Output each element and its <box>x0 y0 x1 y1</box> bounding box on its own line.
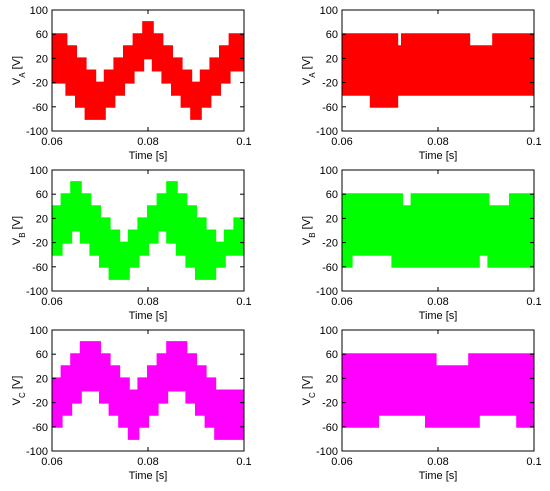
y-tick-label: 100 <box>320 5 338 17</box>
y-tick-label: -20 <box>32 78 48 90</box>
y-tick-label: -100 <box>316 126 338 138</box>
y-tick-label: -20 <box>322 398 338 410</box>
y-tick-label: -60 <box>32 102 48 114</box>
y-axis-label-symbol: V <box>301 397 313 405</box>
y-axis-label-symbol: V <box>11 237 23 245</box>
y-tick-label: -60 <box>322 422 338 434</box>
x-axis-label: Time [s] <box>129 470 168 482</box>
y-tick-label: 100 <box>30 165 48 177</box>
y-tick-label: -20 <box>32 238 48 250</box>
y-tick-label: 20 <box>36 213 48 225</box>
y-tick-label: 20 <box>326 53 338 65</box>
voltage-band <box>52 21 244 120</box>
y-axis-label-phase: A <box>308 72 317 78</box>
y-tick-label: -100 <box>26 446 48 458</box>
y-tick-label: -100 <box>26 286 48 298</box>
voltage-band <box>52 341 244 440</box>
y-tick-label: 20 <box>36 373 48 385</box>
y-axis-label-unit: [V] <box>11 56 23 73</box>
y-tick-label: -100 <box>26 126 48 138</box>
x-tick-label: 0.1 <box>526 296 541 308</box>
y-tick-label: -60 <box>32 262 48 274</box>
x-tick-label: 0.1 <box>526 456 541 468</box>
x-axis-label: Time [s] <box>419 310 458 322</box>
y-axis-label: VC [V] <box>301 376 317 406</box>
y-tick-label: 60 <box>36 29 48 41</box>
y-axis-label-phase: A <box>18 72 27 78</box>
y-tick-label: -20 <box>322 238 338 250</box>
y-tick-label: 60 <box>36 189 48 201</box>
y-tick-label: 100 <box>30 325 48 337</box>
y-tick-label: 20 <box>36 53 48 65</box>
y-axis-label-phase: C <box>308 392 317 398</box>
y-axis-label-unit: [V] <box>11 376 23 393</box>
y-tick-label: 60 <box>326 189 338 201</box>
x-tick-label: 0.06 <box>331 456 352 468</box>
y-tick-label: 60 <box>326 29 338 41</box>
y-axis-label-symbol: V <box>11 397 23 405</box>
x-tick-label: 0.08 <box>427 136 448 148</box>
voltage-band <box>52 181 244 280</box>
y-axis-label-symbol: V <box>301 237 313 245</box>
y-axis-label: VB [V] <box>11 216 27 245</box>
voltage-band <box>342 353 534 428</box>
x-tick-label: 0.08 <box>137 456 158 468</box>
y-tick-label: 20 <box>326 213 338 225</box>
y-tick-label: -100 <box>316 286 338 298</box>
y-tick-label: -60 <box>32 422 48 434</box>
x-tick-label: 0.06 <box>41 296 62 308</box>
y-axis-label-phase: B <box>18 232 27 237</box>
y-tick-label: -60 <box>322 262 338 274</box>
x-tick-label: 0.06 <box>41 136 62 148</box>
y-axis-label-unit: [V] <box>301 376 313 393</box>
x-tick-label: 0.08 <box>427 456 448 468</box>
x-tick-label: 0.1 <box>236 136 251 148</box>
y-axis-label: VA [V] <box>301 56 317 85</box>
y-tick-label: 100 <box>30 5 48 17</box>
y-axis-label-symbol: V <box>11 77 23 85</box>
y-axis-label-unit: [V] <box>301 216 313 233</box>
x-axis-label: Time [s] <box>129 310 168 322</box>
x-axis-label: Time [s] <box>419 150 458 162</box>
x-tick-label: 0.08 <box>137 136 158 148</box>
x-axis-label: Time [s] <box>419 470 458 482</box>
x-tick-label: 0.08 <box>137 296 158 308</box>
y-axis-label-phase: C <box>18 392 27 398</box>
x-tick-label: 0.1 <box>526 136 541 148</box>
x-tick-label: 0.06 <box>331 136 352 148</box>
x-tick-label: 0.06 <box>41 456 62 468</box>
x-tick-label: 0.1 <box>236 456 251 468</box>
x-tick-label: 0.1 <box>236 296 251 308</box>
y-axis-label-unit: [V] <box>11 216 23 233</box>
y-axis-label-phase: B <box>308 232 317 237</box>
voltage-band <box>342 33 534 108</box>
voltage-band <box>342 193 534 268</box>
y-tick-label: 60 <box>326 349 338 361</box>
y-tick-label: 20 <box>326 373 338 385</box>
y-tick-label: -100 <box>316 446 338 458</box>
y-axis-label-symbol: V <box>301 77 313 85</box>
y-tick-label: 100 <box>320 165 338 177</box>
x-axis-label: Time [s] <box>129 150 168 162</box>
y-tick-label: 100 <box>320 325 338 337</box>
y-tick-label: -20 <box>32 398 48 410</box>
y-axis-label: VB [V] <box>301 216 317 245</box>
y-tick-label: 60 <box>36 349 48 361</box>
y-tick-label: -20 <box>322 78 338 90</box>
y-axis-label: VA [V] <box>11 56 27 85</box>
y-axis-label: VC [V] <box>11 376 27 406</box>
x-tick-label: 0.08 <box>427 296 448 308</box>
y-tick-label: -60 <box>322 102 338 114</box>
y-axis-label-unit: [V] <box>301 56 313 73</box>
x-tick-label: 0.06 <box>331 296 352 308</box>
